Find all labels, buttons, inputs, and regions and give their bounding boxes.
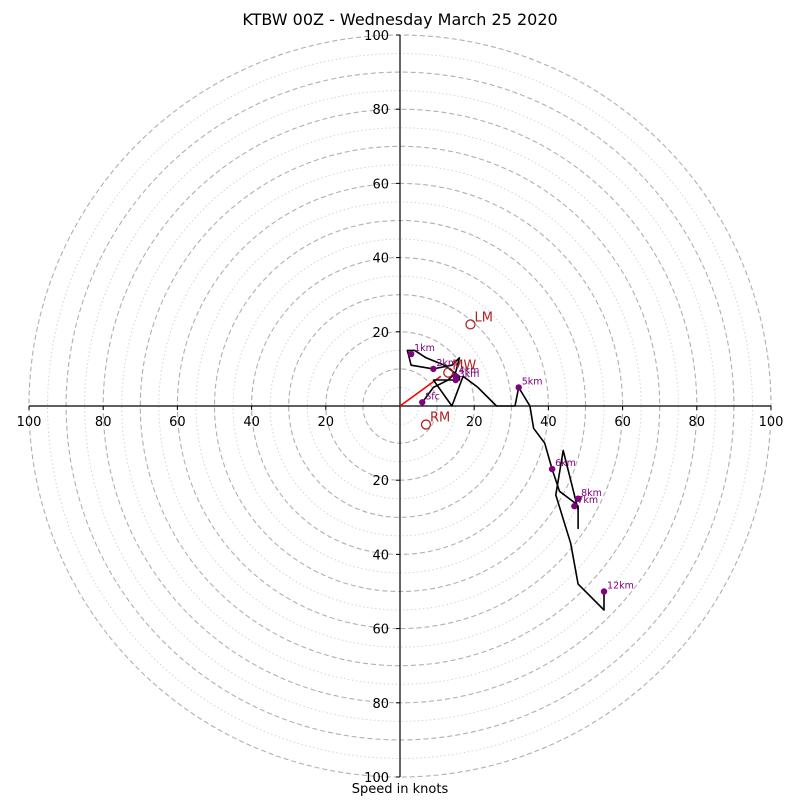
- x-tick-label: 60: [614, 415, 631, 430]
- y-tick-label: 100: [364, 29, 389, 44]
- y-tick-label: 20: [372, 326, 389, 341]
- storm-motion-label-mw: MW: [452, 359, 476, 374]
- height-label-1km: 1km: [414, 343, 435, 354]
- height-label-12km: 12km: [607, 581, 634, 592]
- x-tick-label: 20: [466, 415, 483, 430]
- hodograph-trace: [406, 349, 605, 611]
- height-marker-1km: [407, 350, 415, 358]
- height-label-3km: 3km: [459, 369, 480, 380]
- height-marker-8km: [574, 495, 582, 502]
- y-tick-label: 40: [372, 252, 389, 267]
- storm-motion-label-rm: RM: [430, 411, 450, 426]
- y-tick-label: 60: [372, 177, 389, 192]
- x-tick-label: 100: [759, 415, 784, 430]
- x-tick-label: 40: [540, 415, 557, 430]
- y-tick-label: 20: [372, 474, 389, 489]
- height-label-4km: 4km: [459, 365, 480, 376]
- x-tick-label: 80: [95, 415, 112, 430]
- height-label-sfc: Sfc: [425, 391, 440, 402]
- x-tick-label: 80: [689, 415, 706, 430]
- height-marker-6km: [548, 465, 556, 473]
- height-label-8km: 8km: [581, 488, 602, 499]
- y-tick-label: 80: [372, 697, 389, 712]
- height-marker-4km: [452, 373, 459, 380]
- height-label-5km: 5km: [522, 376, 543, 387]
- x-tick-label: 20: [318, 415, 335, 430]
- height-marker-12km: [600, 588, 608, 595]
- height-marker-5km: [515, 384, 522, 391]
- storm-motion-rm: [420, 419, 432, 430]
- height-label-7km: 7km: [577, 495, 598, 506]
- x-tick-label: 100: [17, 415, 42, 430]
- height-label-2km: 2km: [436, 358, 457, 369]
- y-tick-label: 80: [372, 103, 389, 118]
- chart-title: KTBW 00Z - Wednesday March 25 2020: [242, 10, 558, 29]
- storm-motion-lm: [465, 319, 476, 330]
- x-axis-label: Speed in knots: [351, 782, 449, 797]
- height-marker-2km: [430, 365, 437, 373]
- y-tick-label: 100: [364, 771, 389, 786]
- height-marker-7km: [571, 502, 578, 510]
- storm-motion-label-lm: LM: [474, 310, 492, 325]
- tick-labels: 100 80 60 40 20 20 40 60 80 100 100 80 60 40 20 20 40 60 8…: [17, 29, 784, 786]
- y-tick-label: 40: [372, 548, 389, 563]
- x-tick-label: 40: [243, 415, 260, 430]
- y-tick-label: 60: [372, 623, 389, 638]
- height-label-6km: 6km: [555, 458, 576, 469]
- x-tick-label: 60: [169, 415, 186, 430]
- height-marker-sfc: [419, 399, 426, 406]
- storm-motion-mw: [443, 367, 454, 378]
